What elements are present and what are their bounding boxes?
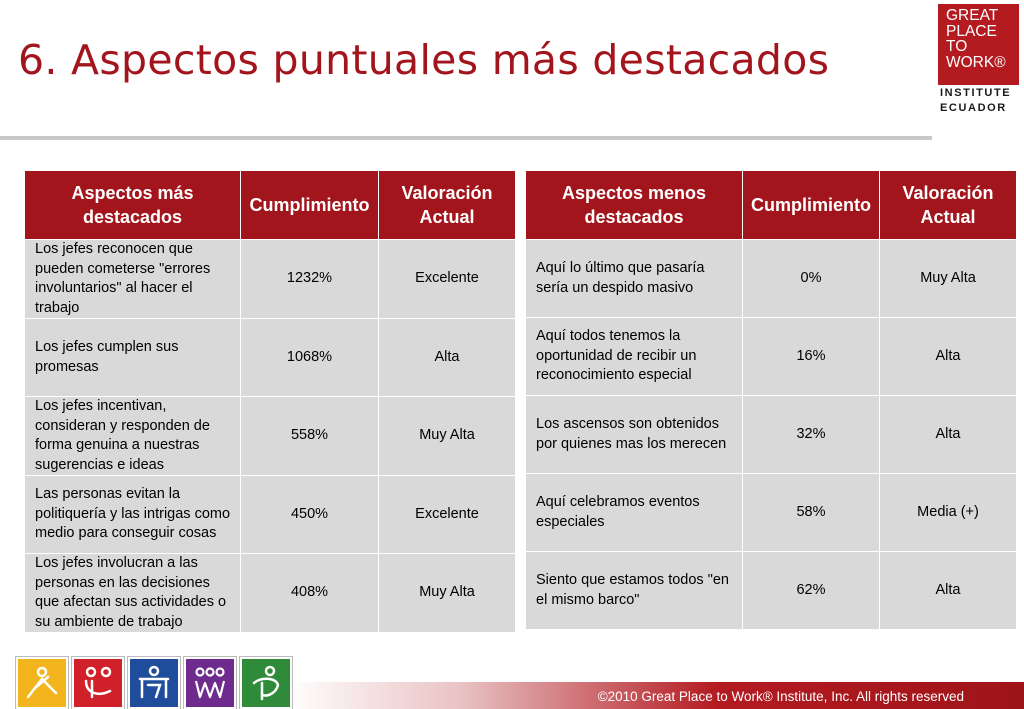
aspect-cell: Aquí todos tenemos la oportunidad de rec…: [526, 318, 742, 395]
aspect-cell: Siento que estamos todos "en el mismo ba…: [526, 552, 742, 629]
logo-line: PLACE: [946, 22, 997, 40]
table-row: Los jefes incentivan, consideran y respo…: [25, 397, 515, 475]
valoracion-cell: Excelente: [379, 240, 515, 318]
column-header: Cumplimiento: [241, 171, 378, 239]
cumplimiento-cell: 62%: [743, 552, 879, 629]
aspect-cell: Los jefes incentivan, consideran y respo…: [25, 397, 240, 475]
valoracion-cell: Alta: [880, 318, 1016, 395]
column-header: Cumplimiento: [743, 171, 879, 239]
column-header: Valoración Actual: [379, 171, 515, 239]
valoracion-cell: Muy Alta: [880, 240, 1016, 317]
aspect-cell: Los ascensos son obtenidos por quienes m…: [526, 396, 742, 473]
cumplimiento-cell: 32%: [743, 396, 879, 473]
most-highlighted-table: Aspectos más destacados Cumplimiento Val…: [24, 170, 516, 633]
valoracion-cell: Media (+): [880, 474, 1016, 551]
table-row: Los jefes cumplen sus promesas 1068% Alt…: [25, 319, 515, 396]
column-header: Aspectos menos destacados: [526, 171, 742, 239]
table-row: Los jefes involucran a las personas en l…: [25, 554, 515, 632]
table-row: Los jefes reconocen que pueden cometerse…: [25, 240, 515, 318]
valoracion-cell: Excelente: [379, 476, 515, 553]
table-row: Aquí celebramos eventos especiales 58% M…: [526, 474, 1016, 551]
slide-title: 6. Aspectos puntuales más destacados: [18, 36, 830, 84]
title-divider: [0, 136, 932, 140]
table-row: Los ascensos son obtenidos por quienes m…: [526, 396, 1016, 473]
aspect-cell: Los jefes cumplen sus promesas: [25, 319, 240, 396]
table-row: Aquí todos tenemos la oportunidad de rec…: [526, 318, 1016, 395]
logo-line: GREAT: [946, 7, 999, 24]
cumplimiento-cell: 408%: [241, 554, 378, 632]
table-row: Las personas evitan la politiquería y la…: [25, 476, 515, 553]
table-header-row: Aspectos menos destacados Cumplimiento V…: [526, 171, 1016, 239]
valoracion-cell: Alta: [379, 319, 515, 396]
aspect-cell: Aquí celebramos eventos especiales: [526, 474, 742, 551]
aspect-cell: Los jefes reconocen que pueden cometerse…: [25, 240, 240, 318]
logo-line: WORK®: [946, 53, 1006, 71]
column-header: Valoración Actual: [880, 171, 1016, 239]
cumplimiento-cell: 1232%: [241, 240, 378, 318]
aspect-cell: Las personas evitan la politiquería y la…: [25, 476, 240, 553]
table-header-row: Aspectos más destacados Cumplimiento Val…: [25, 171, 515, 239]
camaraderie-icon: [240, 657, 292, 709]
valoracion-cell: Alta: [880, 552, 1016, 629]
column-header: Aspectos más destacados: [25, 171, 240, 239]
fairness-icon: [128, 657, 180, 709]
valoracion-cell: Alta: [880, 396, 1016, 473]
least-highlighted-table: Aspectos menos destacados Cumplimiento V…: [525, 170, 1017, 630]
aspect-cell: Aquí lo último que pasaría sería un desp…: [526, 240, 742, 317]
logo-subtitle: INSTITUTE ECUADOR: [940, 86, 1024, 116]
logo-sub-line: INSTITUTE: [940, 87, 1012, 99]
cumplimiento-cell: 58%: [743, 474, 879, 551]
respect-icon: [72, 657, 124, 709]
valoracion-cell: Muy Alta: [379, 554, 515, 632]
gptw-logo: GREAT PLACE TO WORK®: [938, 4, 1019, 85]
cumplimiento-cell: 450%: [241, 476, 378, 553]
cumplimiento-cell: 558%: [241, 397, 378, 475]
copyright-footer: ©2010 Great Place to Work® Institute, In…: [597, 689, 964, 704]
table-row: Aquí lo último que pasaría sería un desp…: [526, 240, 1016, 317]
credibility-icon: [16, 657, 68, 709]
aspect-cell: Los jefes involucran a las personas en l…: [25, 554, 240, 632]
cumplimiento-cell: 16%: [743, 318, 879, 395]
table-row: Siento que estamos todos "en el mismo ba…: [526, 552, 1016, 629]
cumplimiento-cell: 0%: [743, 240, 879, 317]
dimension-icons: [16, 657, 292, 709]
cumplimiento-cell: 1068%: [241, 319, 378, 396]
pride-icon: [184, 657, 236, 709]
logo-line: TO: [946, 38, 968, 55]
logo-sub-line: ECUADOR: [940, 102, 1007, 114]
valoracion-cell: Muy Alta: [379, 397, 515, 475]
